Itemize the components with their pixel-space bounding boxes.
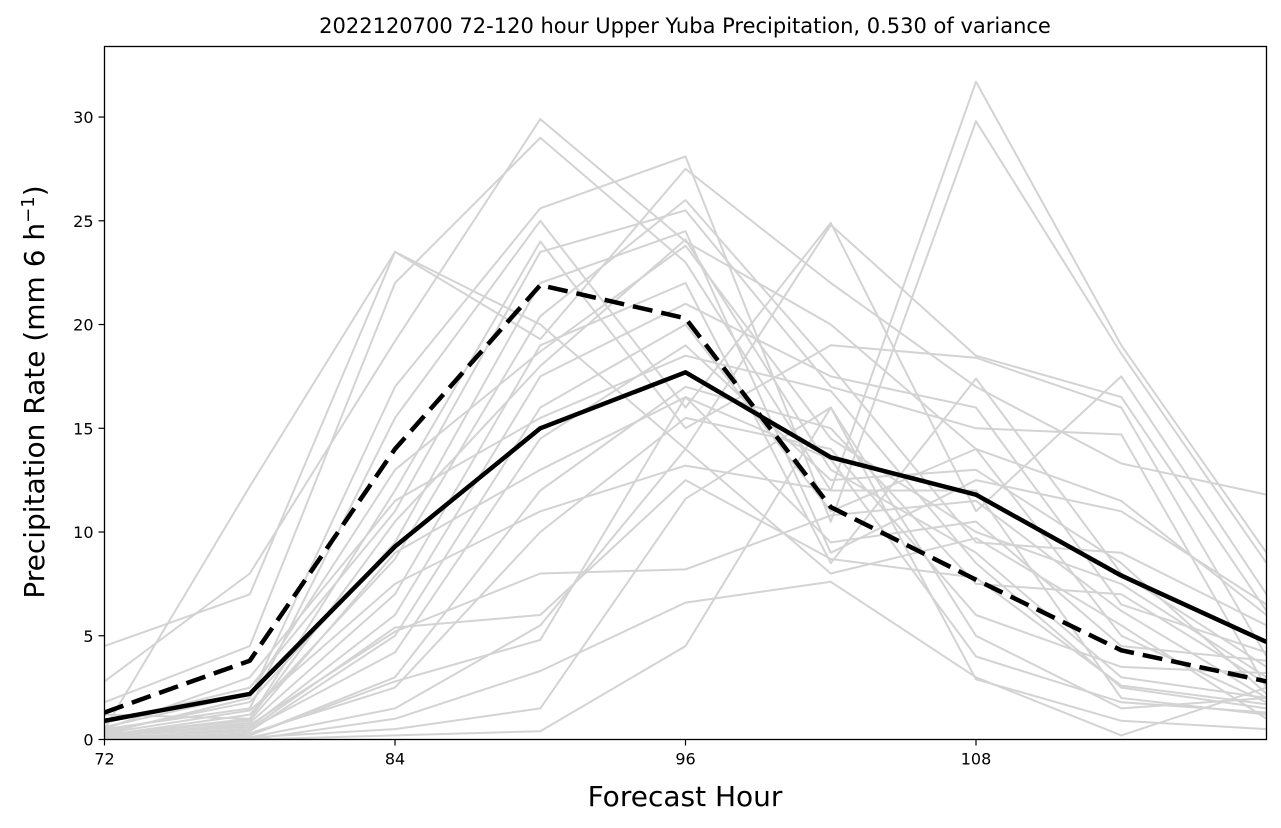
solid-highlight-line [104, 370, 1267, 724]
ensemble-member-line-22 [104, 499, 1267, 737]
highlight-series-group [104, 282, 1267, 724]
y-tick-label-10: 10 [73, 523, 93, 542]
y-axis-label-sup: −1 [18, 196, 39, 223]
ensemble-member-line-1 [104, 223, 1267, 648]
dashed-highlight-line [104, 282, 1267, 715]
x-axis: 72 84 96 108 [94, 739, 992, 769]
chart-title: 2022120700 72-120 hour Upper Yuba Precip… [319, 14, 1051, 38]
x-axis-label: Forecast Hour [588, 780, 783, 813]
y-tick-label-30: 30 [73, 108, 93, 127]
x-tick-label-96: 96 [675, 750, 695, 769]
ensemble-member-line-4 [104, 80, 1267, 704]
ensemble-member-line-23 [104, 448, 1267, 739]
y-axis: 0 5 10 15 20 25 30 [73, 108, 105, 750]
y-tick-label-25: 25 [73, 212, 93, 231]
ensemble-member-line-8 [104, 209, 1267, 724]
ensemble-member-line-11 [104, 282, 1267, 739]
y-axis-label-main: Precipitation Rate (mm 6 h [18, 223, 51, 599]
ensemble-member-line-28 [104, 479, 1267, 737]
ensemble-member-line-19 [104, 385, 1267, 739]
y-axis-label-end: ) [18, 185, 51, 196]
ensemble-member-line-27 [104, 406, 1267, 740]
x-tick-label-108: 108 [961, 750, 992, 769]
y-tick-label-15: 15 [73, 419, 93, 438]
x-tick-label-72: 72 [94, 750, 114, 769]
ensemble-member-line-14 [104, 238, 1267, 737]
ensemble-member-line-24 [104, 396, 1267, 740]
x-tick-label-84: 84 [385, 750, 405, 769]
ensemble-member-line-16 [104, 354, 1267, 731]
ensemble-member-line-2 [104, 167, 1267, 730]
y-tick-label-5: 5 [83, 627, 93, 646]
ensemble-member-line-9 [104, 230, 1267, 733]
y-axis-label: Precipitation Rate (mm 6 h−1) [18, 185, 52, 598]
ensemble-member-line-26 [104, 406, 1267, 740]
y-tick-label-0: 0 [83, 731, 93, 750]
ensemble-member-line-13 [104, 302, 1267, 735]
ensemble-member-line-3 [104, 118, 1267, 683]
ensemble-series-group [104, 80, 1267, 740]
ensemble-member-line-5 [104, 120, 1267, 735]
ensemble-member-line-25 [104, 580, 1267, 740]
y-tick-label-20: 20 [73, 316, 93, 335]
ensemble-member-line-6 [104, 219, 1267, 731]
ensemble-member-line-17 [104, 344, 1267, 740]
